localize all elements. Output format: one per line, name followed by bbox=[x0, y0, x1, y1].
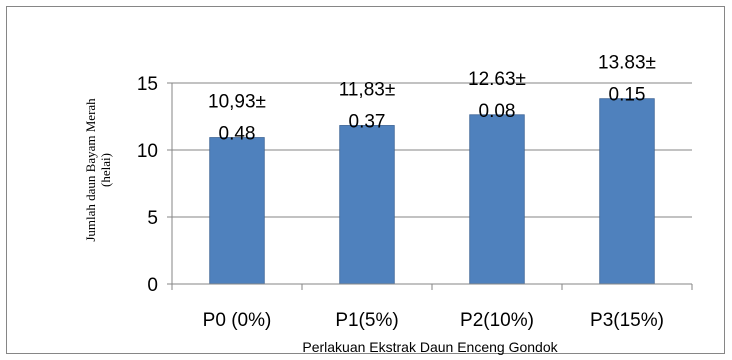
y-axis-title-line-1: Jumlah daun Bayam Merah bbox=[83, 98, 98, 242]
labels: 0 5 10 15 P0 (0%) 10,93± 0.48 P1(5%) 11,83± 0.37 P… bbox=[137, 53, 664, 331]
data-label: 13.83± bbox=[598, 53, 656, 74]
bar-1 bbox=[209, 137, 265, 285]
data-label: 12.63± bbox=[468, 69, 526, 90]
y-tick-label: 15 bbox=[137, 74, 158, 95]
axes bbox=[167, 82, 693, 290]
y-axis-title: Jumlah daun Bayam Merah (helai) bbox=[83, 98, 113, 242]
y-tick-label: 0 bbox=[147, 275, 158, 296]
data-label: 0.37 bbox=[349, 111, 386, 132]
data-label: 0.08 bbox=[479, 101, 516, 122]
y-tick-label: 10 bbox=[137, 141, 158, 162]
data-label: 10,93± bbox=[208, 92, 266, 113]
x-tick-label: P1(5%) bbox=[335, 310, 398, 331]
data-label: 0.48 bbox=[219, 124, 256, 145]
x-tick-label: P0 (0%) bbox=[203, 310, 272, 331]
x-tick-label: P3(15%) bbox=[590, 310, 664, 331]
data-label: 0.15 bbox=[609, 85, 646, 106]
data-label: 11,83± bbox=[339, 79, 396, 100]
x-axis-title: Perlakuan Ekstrak Daun Enceng Gondok bbox=[302, 339, 558, 355]
bars bbox=[209, 98, 655, 285]
bar-4 bbox=[599, 98, 655, 285]
bar-2 bbox=[339, 125, 395, 285]
bar-3 bbox=[469, 114, 525, 285]
y-tick-label: 5 bbox=[147, 208, 158, 229]
y-axis-title-line-2: (helai) bbox=[98, 153, 113, 187]
x-tick-label: P2(10%) bbox=[460, 310, 534, 331]
